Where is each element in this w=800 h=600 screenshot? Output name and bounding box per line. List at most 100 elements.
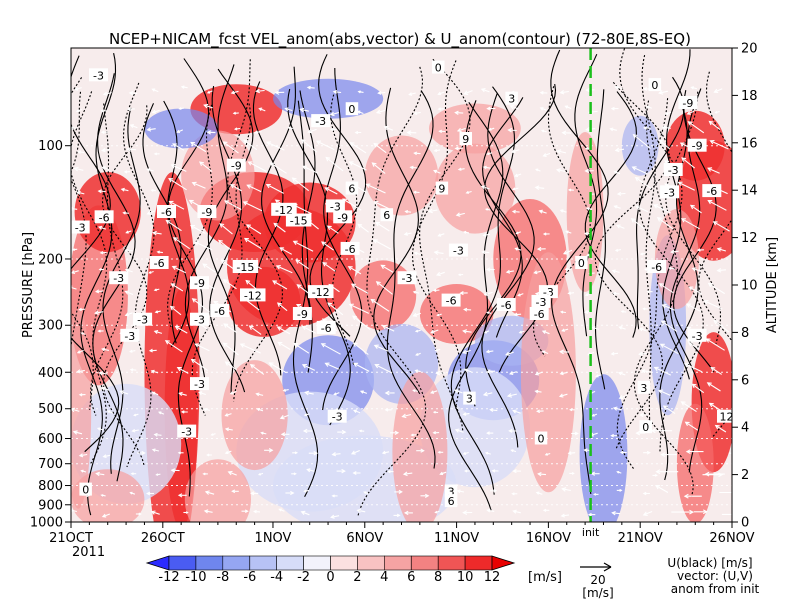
vector-shaft [325, 157, 344, 172]
contour-label: -6 [496, 298, 516, 312]
vector-head [287, 126, 291, 130]
vector-head [300, 138, 306, 144]
velocity-vector [223, 200, 242, 210]
colorbar-bin [437, 555, 466, 571]
vector-shaft [631, 218, 645, 230]
contour-label-text: -6 [161, 206, 172, 219]
vector-shaft [71, 408, 80, 412]
vector-head [141, 450, 146, 456]
velocity-vector [222, 141, 239, 154]
vector-key-value: 20 [590, 573, 605, 587]
vector-head [352, 471, 357, 475]
velocity-vector [276, 302, 288, 312]
velocity-vector [511, 492, 518, 496]
velocity-vector [148, 270, 154, 274]
vector-head [223, 200, 229, 205]
velocity-vector [591, 413, 598, 417]
vector-head [373, 200, 379, 206]
vector-head [396, 513, 401, 518]
contour-label: -6 [210, 304, 230, 318]
vector-head [279, 247, 285, 252]
velocity-vector [510, 449, 517, 453]
vector-shaft [510, 105, 519, 110]
vector-head [332, 89, 338, 95]
vector-shaft [342, 198, 362, 211]
contour-label-box [678, 96, 698, 109]
velocity-vector [667, 266, 675, 270]
vector-head [322, 262, 328, 267]
velocity-vector [480, 88, 490, 93]
velocity-vector [246, 184, 262, 193]
vector-head [146, 168, 151, 172]
velocity-vector [517, 293, 524, 297]
velocity-vector [420, 493, 430, 498]
vector-shaft [276, 265, 293, 274]
contour-label: -3 [448, 243, 468, 258]
vector-shaft [513, 410, 521, 414]
vector-shaft [434, 251, 444, 254]
vector-shaft [71, 286, 77, 290]
velocity-vector [671, 509, 695, 515]
vector-shaft [688, 342, 701, 350]
velocity-vector [321, 241, 335, 251]
vector-head [381, 450, 386, 455]
velocity-vector [653, 366, 672, 376]
velocity-vector [76, 190, 85, 195]
vector-head [130, 472, 134, 476]
vector-head [435, 370, 441, 376]
vector-head [681, 157, 687, 162]
contour-label: 0 [639, 420, 652, 434]
vector-head [292, 240, 298, 246]
velocity-vector [454, 146, 464, 151]
vector-head [303, 413, 308, 417]
vector-head [102, 91, 108, 96]
vector-shaft [171, 164, 187, 172]
vector-head [373, 344, 379, 349]
vector-shaft [706, 338, 725, 351]
velocity-vector [567, 451, 576, 455]
altitude-tick-label: 12 [741, 231, 758, 246]
velocity-vector [403, 510, 413, 516]
vector-head [486, 311, 490, 315]
vector-head [76, 369, 81, 374]
vector-head [710, 366, 716, 372]
vector-head [219, 223, 225, 228]
vector-shaft [125, 312, 133, 316]
velocity-vector [98, 268, 104, 271]
velocity-vector [513, 312, 522, 317]
vector-head [170, 468, 176, 473]
vector-head [276, 326, 282, 331]
vector-head [515, 231, 519, 235]
vector-head [542, 153, 547, 157]
velocity-vector [616, 191, 626, 196]
vector-head [683, 493, 689, 499]
vector-shaft [246, 224, 262, 235]
vector-shaft [707, 382, 721, 392]
contour-label-text: 3 [508, 93, 515, 106]
vector-head [198, 391, 203, 396]
vector-head [329, 111, 335, 117]
contour-label-box [89, 68, 108, 82]
vector-shaft [455, 429, 464, 433]
vector-head [365, 183, 371, 188]
vector-head [617, 371, 622, 376]
vector-head [506, 393, 513, 398]
velocity-vector [539, 107, 547, 111]
vector-head [585, 207, 590, 211]
contour-label-text: 9 [438, 183, 445, 196]
vector-shaft [223, 141, 239, 154]
vector-shaft [463, 330, 472, 333]
contour-label-text: -9 [297, 308, 308, 321]
vector-head [462, 510, 468, 515]
velocity-vector [250, 491, 259, 496]
contour-label: -12 [308, 285, 334, 299]
velocity-vector [329, 111, 339, 117]
pressure-tick-label: 400 [38, 366, 63, 381]
vector-head [375, 109, 381, 115]
vector-head [517, 293, 521, 297]
contour-label: 6 [345, 181, 359, 196]
velocity-vector [619, 450, 627, 455]
velocity-vector [658, 90, 669, 95]
vector-head [585, 87, 590, 93]
vector-head [482, 391, 488, 397]
